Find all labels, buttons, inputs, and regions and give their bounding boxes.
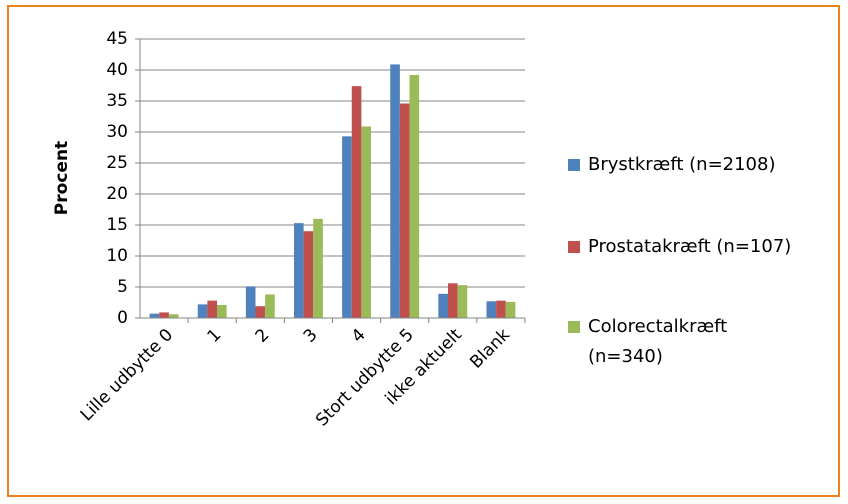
bar xyxy=(265,294,275,318)
bar xyxy=(207,300,217,318)
bar xyxy=(342,136,352,318)
legend-label: Brystkræft (n=2108) xyxy=(588,154,776,175)
bar xyxy=(245,286,256,318)
bar xyxy=(448,283,458,318)
bar xyxy=(168,314,179,318)
frame-border xyxy=(7,5,840,497)
bar xyxy=(159,312,169,318)
legend-label: Colorectalkræft (n=340) xyxy=(588,316,728,367)
bar xyxy=(313,218,323,318)
bar xyxy=(496,300,506,318)
bar xyxy=(438,293,448,318)
bar xyxy=(505,301,516,318)
bar xyxy=(197,304,208,318)
bar xyxy=(399,103,410,318)
legend-swatch xyxy=(568,321,580,333)
bar xyxy=(294,223,304,318)
legend-item: Prostatakræft (n=107) xyxy=(568,232,828,262)
bar xyxy=(255,306,266,318)
x-tick-label: 4 xyxy=(348,325,370,347)
y-tick-label: 0 xyxy=(117,308,128,328)
y-tick-label: 10 xyxy=(106,246,128,266)
legend-item: Brystkræft (n=2108) xyxy=(568,150,828,180)
y-tick-label: 45 xyxy=(106,29,128,49)
bar xyxy=(303,231,314,318)
x-tick-label: 3 xyxy=(300,325,322,347)
y-tick-label: 20 xyxy=(106,184,128,204)
bar xyxy=(217,304,227,318)
bar xyxy=(486,301,497,318)
y-tick-label: 40 xyxy=(106,60,128,80)
legend-swatch xyxy=(568,159,580,171)
legend-item: Colorectalkræft (n=340) xyxy=(568,312,828,372)
y-tick-label: 15 xyxy=(106,215,128,235)
x-tick-label: 1 xyxy=(203,325,225,347)
bar xyxy=(351,86,362,319)
y-tick-label: 25 xyxy=(106,153,128,173)
bar xyxy=(390,64,400,318)
y-tick-label: 30 xyxy=(106,122,128,142)
y-tick-label: 35 xyxy=(106,91,128,111)
y-axis-title: Procent xyxy=(52,141,72,215)
bar xyxy=(409,74,420,319)
bar xyxy=(149,313,160,318)
x-tick-label: Blank xyxy=(466,325,514,373)
y-tick-label: 5 xyxy=(117,277,128,297)
x-tick-label: 2 xyxy=(252,325,274,347)
legend-label: Prostatakræft (n=107) xyxy=(588,236,792,257)
bar xyxy=(457,285,468,318)
x-tick-label: Lille udbytte 0 xyxy=(77,325,177,425)
legend-swatch xyxy=(568,241,580,253)
bar xyxy=(361,126,371,318)
